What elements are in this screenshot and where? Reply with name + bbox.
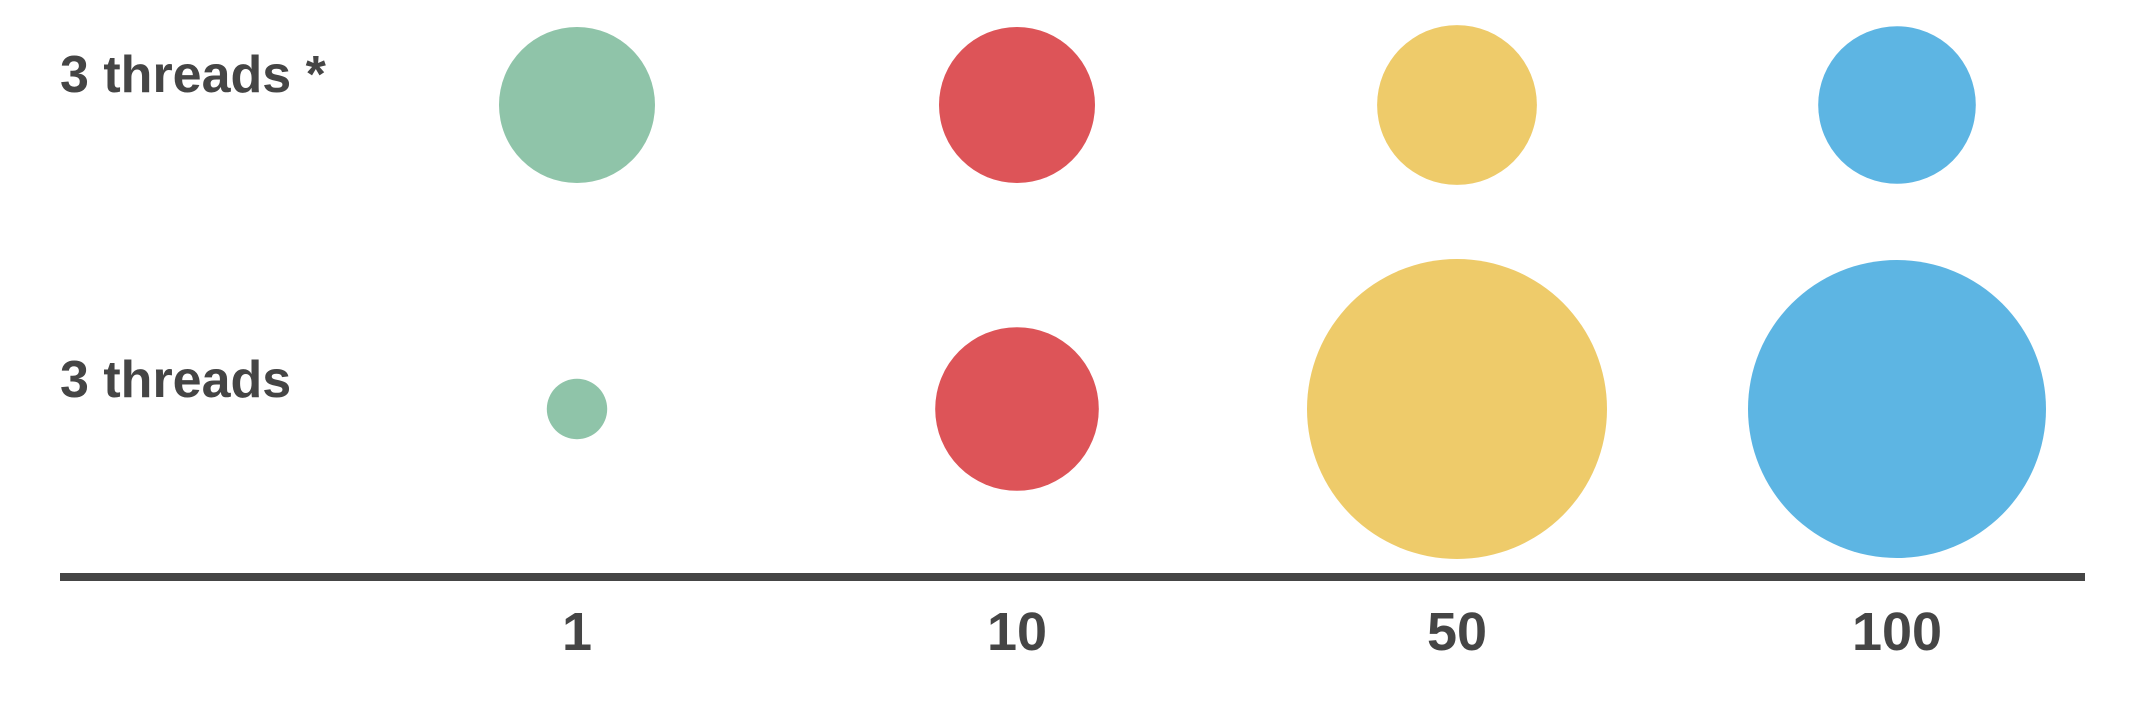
bubble-row1-col-100 — [1818, 26, 1976, 184]
bubble-row2-col-50 — [1307, 259, 1607, 559]
x-tick-label-50: 50 — [1427, 602, 1487, 662]
bubble-row2-col-10 — [935, 327, 1099, 491]
x-tick-label-10: 10 — [987, 602, 1047, 662]
row-label-1: 3 threads * — [60, 46, 327, 104]
row-label-2: 3 threads — [60, 351, 291, 409]
bubble-row1-col-50 — [1377, 25, 1537, 185]
x-tick-label-100: 100 — [1852, 602, 1942, 662]
x-tick-label-1: 1 — [562, 602, 592, 662]
bubble-row2-col-100 — [1748, 260, 2046, 558]
bubble-row1-col-10 — [939, 27, 1095, 183]
row-labels: 3 threads * 3 threads — [60, 46, 327, 409]
bubble-row1-col-1 — [499, 27, 655, 183]
bubbles-layer — [499, 25, 2046, 559]
bubble-row2-col-1 — [546, 378, 608, 440]
x-tick-labels: 1 10 50 100 — [562, 602, 1942, 662]
